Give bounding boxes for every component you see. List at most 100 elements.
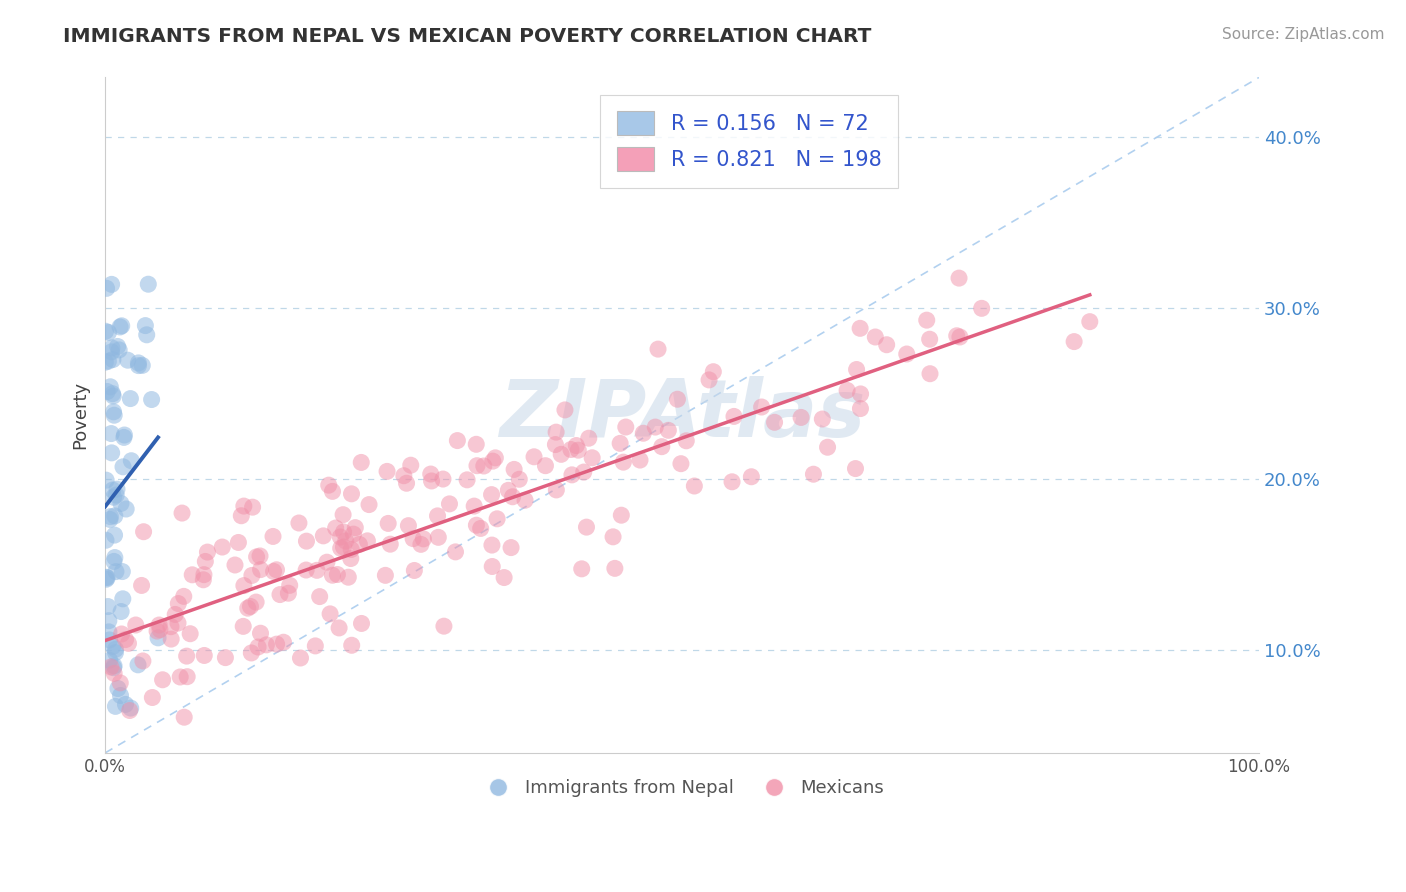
- Point: [103, 554, 125, 568]
- Point: [849, 401, 872, 416]
- Point: [148, 618, 170, 632]
- Point: [277, 586, 299, 600]
- Point: [644, 420, 666, 434]
- Point: [132, 654, 155, 668]
- Point: [356, 533, 378, 548]
- Point: [165, 607, 187, 622]
- Point: [550, 447, 572, 461]
- Point: [751, 400, 773, 414]
- Point: [136, 277, 159, 292]
- Point: [120, 454, 142, 468]
- Point: [329, 530, 352, 544]
- Point: [115, 502, 138, 516]
- Point: [918, 367, 941, 381]
- Point: [486, 512, 509, 526]
- Point: [249, 626, 271, 640]
- Point: [101, 640, 124, 654]
- Point: [108, 320, 131, 334]
- Point: [702, 365, 724, 379]
- Point: [98, 653, 121, 667]
- Point: [98, 512, 121, 526]
- Point: [262, 529, 284, 543]
- Point: [318, 478, 340, 492]
- Point: [240, 646, 263, 660]
- Point: [96, 384, 118, 399]
- Point: [110, 676, 132, 690]
- Point: [319, 607, 342, 621]
- Point: [100, 446, 122, 460]
- Point: [167, 597, 190, 611]
- Point: [915, 313, 938, 327]
- Point: [1063, 334, 1085, 349]
- Point: [240, 568, 263, 582]
- Point: [340, 638, 363, 652]
- Point: [169, 670, 191, 684]
- Point: [481, 488, 503, 502]
- Point: [374, 568, 396, 582]
- Point: [328, 621, 350, 635]
- Point: [103, 528, 125, 542]
- Point: [575, 520, 598, 534]
- Point: [350, 616, 373, 631]
- Point: [111, 459, 134, 474]
- Point: [426, 508, 449, 523]
- Point: [232, 619, 254, 633]
- Point: [554, 403, 576, 417]
- Point: [697, 373, 720, 387]
- Point: [103, 408, 125, 422]
- Point: [94, 533, 117, 548]
- Point: [249, 549, 271, 563]
- Point: [326, 567, 349, 582]
- Point: [273, 635, 295, 649]
- Point: [135, 327, 157, 342]
- Point: [104, 550, 127, 565]
- Point: [97, 326, 120, 340]
- Point: [193, 567, 215, 582]
- Point: [523, 450, 546, 464]
- Point: [111, 318, 134, 333]
- Point: [141, 392, 163, 407]
- Point: [612, 455, 634, 469]
- Point: [100, 509, 122, 524]
- Point: [844, 461, 866, 475]
- Point: [236, 601, 259, 615]
- Point: [249, 563, 271, 577]
- Point: [342, 527, 364, 541]
- Point: [340, 542, 363, 557]
- Point: [228, 535, 250, 549]
- Point: [482, 454, 505, 468]
- Point: [173, 710, 195, 724]
- Point: [581, 450, 603, 465]
- Point: [399, 458, 422, 473]
- Point: [308, 590, 330, 604]
- Point: [602, 530, 624, 544]
- Point: [131, 359, 153, 373]
- Point: [103, 658, 125, 673]
- Point: [666, 392, 689, 407]
- Point: [193, 648, 215, 663]
- Point: [1078, 315, 1101, 329]
- Point: [110, 689, 132, 703]
- Point: [295, 563, 318, 577]
- Point: [409, 537, 432, 551]
- Point: [197, 545, 219, 559]
- Point: [669, 457, 692, 471]
- Point: [112, 430, 135, 444]
- Point: [763, 415, 786, 429]
- Point: [404, 564, 426, 578]
- Point: [101, 341, 124, 355]
- Point: [340, 487, 363, 501]
- Point: [146, 631, 169, 645]
- Point: [110, 627, 132, 641]
- Point: [111, 591, 134, 606]
- Point: [131, 578, 153, 592]
- Point: [160, 632, 183, 646]
- Point: [503, 462, 526, 476]
- Point: [117, 353, 139, 368]
- Point: [683, 479, 706, 493]
- Point: [723, 409, 745, 424]
- Point: [107, 681, 129, 696]
- Point: [295, 534, 318, 549]
- Point: [565, 438, 588, 452]
- Point: [170, 506, 193, 520]
